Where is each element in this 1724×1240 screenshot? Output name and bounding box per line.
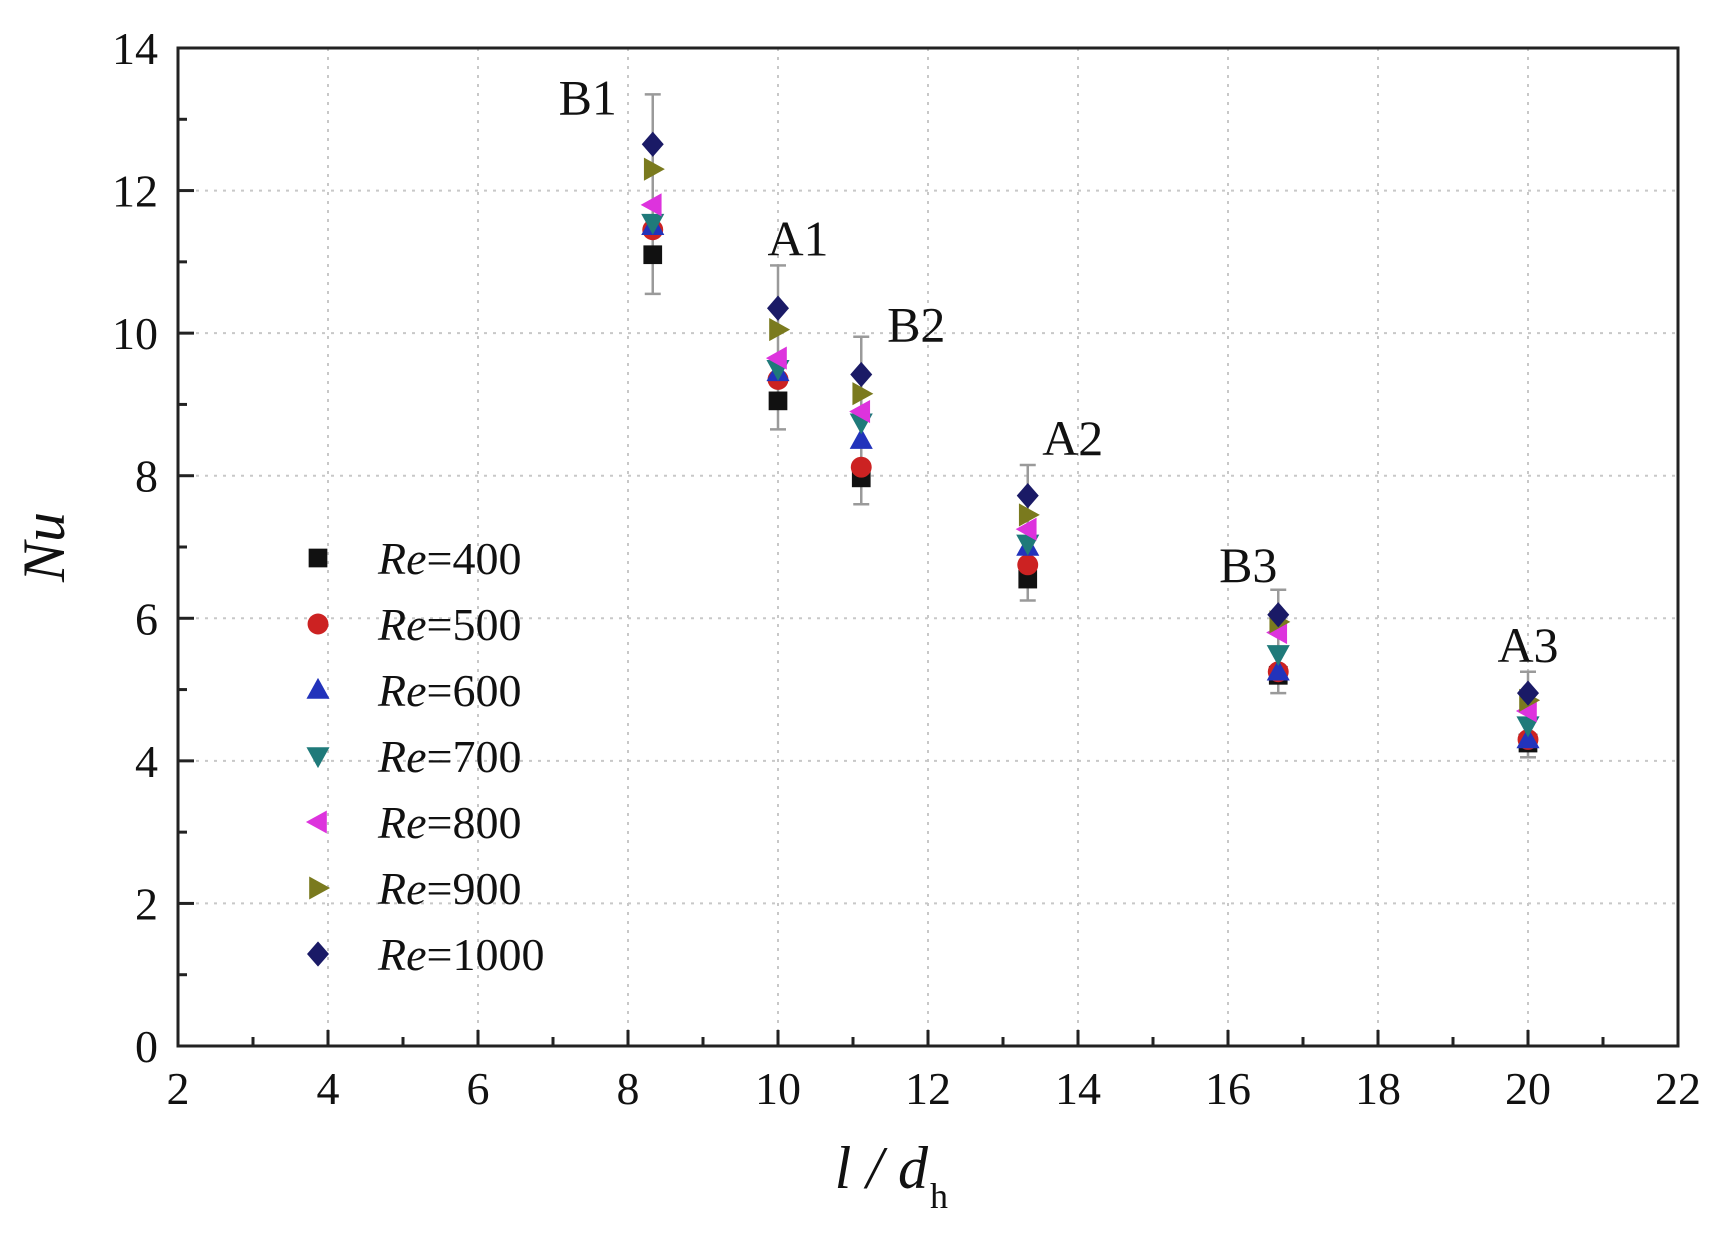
y-tick-label: 14: [112, 23, 158, 74]
y-axis-tick-labels: 0 2 4 6 8 10 12 14: [112, 23, 158, 1072]
legend-label: Re=400: [377, 533, 521, 584]
x-tick-label: 18: [1355, 1063, 1401, 1114]
data-point: [849, 400, 871, 424]
data-point: [643, 157, 665, 181]
data-point: [850, 456, 872, 478]
data-point: [850, 361, 873, 388]
x-tick-label: 4: [317, 1063, 340, 1114]
legend-marker: [308, 548, 328, 568]
legend-label: Re=900: [377, 863, 521, 914]
data-point: [1018, 503, 1040, 527]
legend-marker: [305, 810, 327, 834]
point-labels: B1 A1 B2 A2 B3 A3: [559, 69, 1559, 672]
data-point: [1516, 716, 1540, 738]
legend-label: Re=500: [377, 599, 521, 650]
data-point: [765, 346, 787, 370]
data-point: [1515, 699, 1537, 723]
data-point: [1266, 620, 1288, 645]
x-axis-title-main: l / d: [835, 1135, 929, 1201]
point-label: B1: [559, 69, 617, 125]
x-tick-label: 20: [1505, 1063, 1551, 1114]
data-point: [1266, 645, 1290, 667]
x-tick-label: 10: [755, 1063, 801, 1114]
data-point: [1267, 602, 1290, 628]
point-label: A2: [1042, 410, 1103, 466]
data-point: [1016, 483, 1039, 509]
data-point: [767, 295, 789, 321]
y-tick-label: 12: [112, 166, 158, 217]
legend: Re=400 Re=500 Re=600 Re=700 Re=800 Re=900 Re=1…: [305, 533, 544, 980]
legend-label: Re=600: [377, 665, 521, 716]
y-tick-label: 0: [135, 1021, 158, 1072]
data-point: [641, 131, 664, 157]
legend-marker: [309, 876, 331, 900]
data-point: [849, 427, 873, 449]
data-point: [1018, 569, 1038, 589]
data-point: [769, 318, 791, 342]
x-tick-label: 2: [167, 1063, 190, 1114]
data-point: [1017, 554, 1039, 576]
axis-ticks: [176, 46, 1680, 1048]
data-point: [641, 213, 665, 235]
x-tick-label: 16: [1205, 1063, 1251, 1114]
x-tick-label: 8: [617, 1063, 640, 1114]
y-tick-label: 8: [135, 451, 158, 502]
data-point: [768, 391, 788, 411]
x-tick-label: 12: [905, 1063, 951, 1114]
legend-marker: [306, 677, 330, 699]
legend-marker: [306, 747, 330, 769]
grid: [178, 48, 1678, 1046]
y-tick-label: 4: [135, 736, 158, 787]
legend-marker: [307, 613, 329, 635]
legend-label: Re=700: [377, 731, 521, 782]
y-tick-label: 10: [112, 308, 158, 359]
x-tick-label: 14: [1055, 1063, 1101, 1114]
y-axis-title: Nu: [11, 512, 77, 583]
data-point: [1015, 517, 1037, 541]
x-axis-tick-labels: 2 4 6 8 10 12 14 16 18 20 22: [167, 1063, 1702, 1114]
legend-label: Re=800: [377, 797, 521, 848]
x-axis-title: l / d: [835, 1135, 929, 1201]
point-label: A3: [1497, 617, 1558, 673]
point-label: B2: [887, 297, 945, 353]
data-point: [1516, 727, 1540, 749]
data-point: [1016, 534, 1040, 556]
point-label: B3: [1219, 537, 1277, 593]
point-label: A1: [767, 210, 828, 266]
data-points: [640, 131, 1541, 753]
legend-marker: [307, 941, 329, 967]
y-tick-label: 2: [135, 878, 158, 929]
data-point: [640, 193, 662, 217]
x-tick-label: 22: [1655, 1063, 1701, 1114]
data-point: [643, 245, 663, 265]
x-axis-title-subscript: h: [930, 1176, 948, 1216]
y-tick-label: 6: [135, 593, 158, 644]
legend-label: Re=1000: [377, 929, 544, 980]
data-point: [1266, 659, 1290, 681]
data-point: [1517, 680, 1539, 706]
data-point: [852, 382, 874, 406]
x-tick-label: 6: [467, 1063, 490, 1114]
